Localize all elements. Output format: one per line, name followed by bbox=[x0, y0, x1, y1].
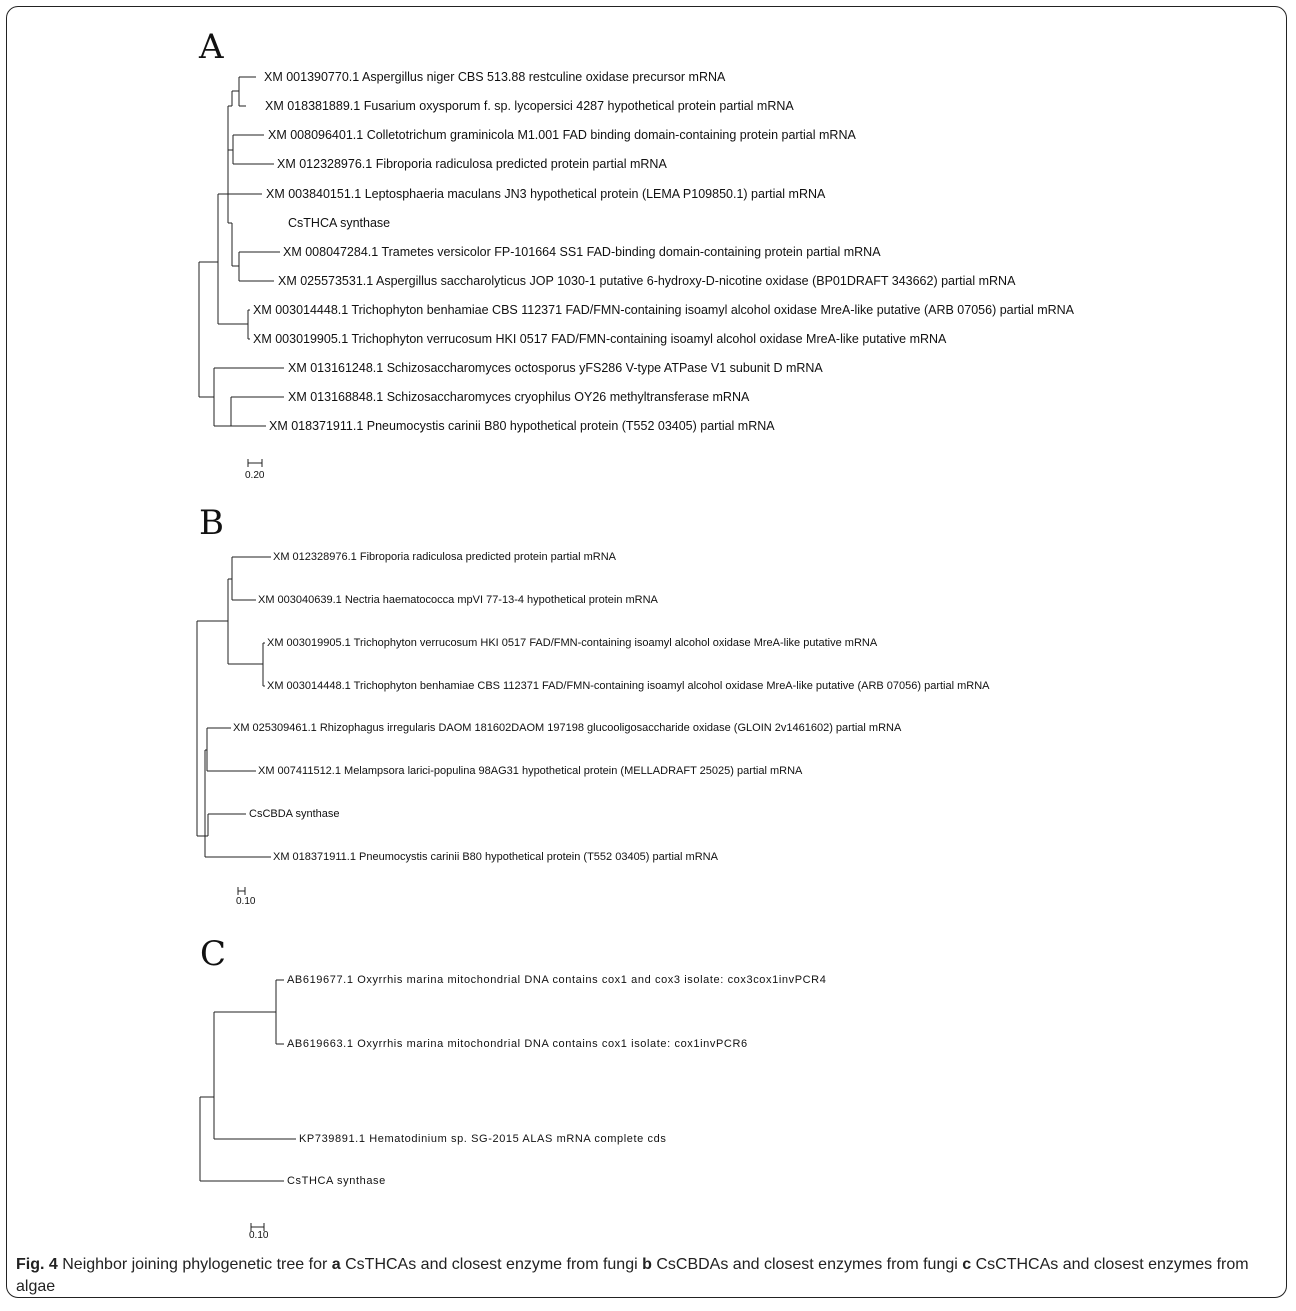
panel-b-leaf: XM 025309461.1 Rhizophagus irregularis D… bbox=[233, 722, 902, 734]
caption-text-a: CsTHCAs and closest enzyme from fungi bbox=[345, 1256, 638, 1273]
panel-c-scale-label: 0.10 bbox=[249, 1230, 269, 1241]
caption-text-c: CsCTHCAs and closest enzymes from algae bbox=[16, 1256, 1249, 1295]
panel-a-leaf: XM 003014448.1 Trichophyton benhamiae CB… bbox=[253, 303, 1075, 317]
figure-caption: Fig. 4 Neighbor joining phylogenetic tre… bbox=[16, 1254, 1278, 1298]
panel-a-leaf: XM 018381889.1 Fusarium oxysporum f. sp.… bbox=[265, 99, 794, 113]
panel-a-leaf: XM 003840151.1 Leptosphaeria maculans JN… bbox=[266, 187, 826, 201]
panel-b-letter: B bbox=[199, 503, 224, 543]
panel-c-leaf: KP739891.1 Hematodinium sp. SG-2015 ALAS… bbox=[299, 1133, 667, 1145]
panel-a-leaf: XM 008047284.1 Trametes versicolor FP-10… bbox=[283, 245, 881, 259]
caption-marker-b: b bbox=[642, 1256, 652, 1273]
panel-a-leaf: XM 013161248.1 Schizosaccharomyces octos… bbox=[288, 361, 823, 375]
panel-c-leaf: CsTHCA synthase bbox=[287, 1175, 386, 1187]
caption-fig-label: Fig. 4 bbox=[16, 1256, 58, 1273]
panel-a-leaf: XM 018371911.1 Pneumocystis carinii B80 … bbox=[269, 419, 775, 433]
panel-a-letter: A bbox=[199, 27, 224, 67]
panel-c-leaf: AB619663.1 Oxyrrhis marina mitochondrial… bbox=[287, 1038, 748, 1050]
caption-marker-c: c bbox=[962, 1256, 972, 1273]
panel-a-scale-label: 0.20 bbox=[245, 470, 265, 481]
panel-b-leaf: XM 018371911.1 Pneumocystis carinii B80 … bbox=[273, 851, 718, 863]
panel-b-leaf: XM 003019905.1 Trichophyton verrucosum H… bbox=[267, 637, 878, 649]
panel-b-leaf: XM 003014448.1 Trichophyton benhamiae CB… bbox=[267, 680, 990, 692]
panel-b-scale-label: 0.10 bbox=[236, 896, 256, 907]
panel-a-leaf: XM 003019905.1 Trichophyton verrucosum H… bbox=[253, 332, 947, 346]
caption-text-b: CsCBDAs and closest enzymes from fungi bbox=[656, 1256, 958, 1273]
panel-b-leaf: XM 003040639.1 Nectria haematococca mpVI… bbox=[258, 594, 658, 606]
panel-a-leaf: XM 001390770.1 Aspergillus niger CBS 513… bbox=[264, 70, 726, 84]
panel-a-leaf: XM 008096401.1 Colletotrichum graminicol… bbox=[268, 128, 856, 142]
panel-b-leaf: XM 012328976.1 Fibroporia radiculosa pre… bbox=[273, 551, 617, 563]
panel-a-leaf: XM 012328976.1 Fibroporia radiculosa pre… bbox=[277, 157, 667, 171]
caption-intro: Neighbor joining phylogenetic tree for bbox=[62, 1256, 328, 1273]
panel-b-leaf: CsCBDA synthase bbox=[249, 808, 340, 820]
figure-frame bbox=[6, 6, 1287, 1298]
panel-a-leaf: XM 013168848.1 Schizosaccharomyces cryop… bbox=[288, 390, 750, 404]
panel-c-letter: C bbox=[200, 934, 227, 974]
caption-marker-a: a bbox=[331, 1256, 341, 1273]
panel-a-leaf: CsTHCA synthase bbox=[288, 216, 391, 230]
panel-c-leaf: AB619677.1 Oxyrrhis marina mitochondrial… bbox=[287, 974, 827, 986]
panel-a-leaf: XM 025573531.1 Aspergillus saccharolytic… bbox=[278, 274, 1016, 288]
panel-b-leaf: XM 007411512.1 Melampsora larici-populin… bbox=[258, 765, 803, 777]
